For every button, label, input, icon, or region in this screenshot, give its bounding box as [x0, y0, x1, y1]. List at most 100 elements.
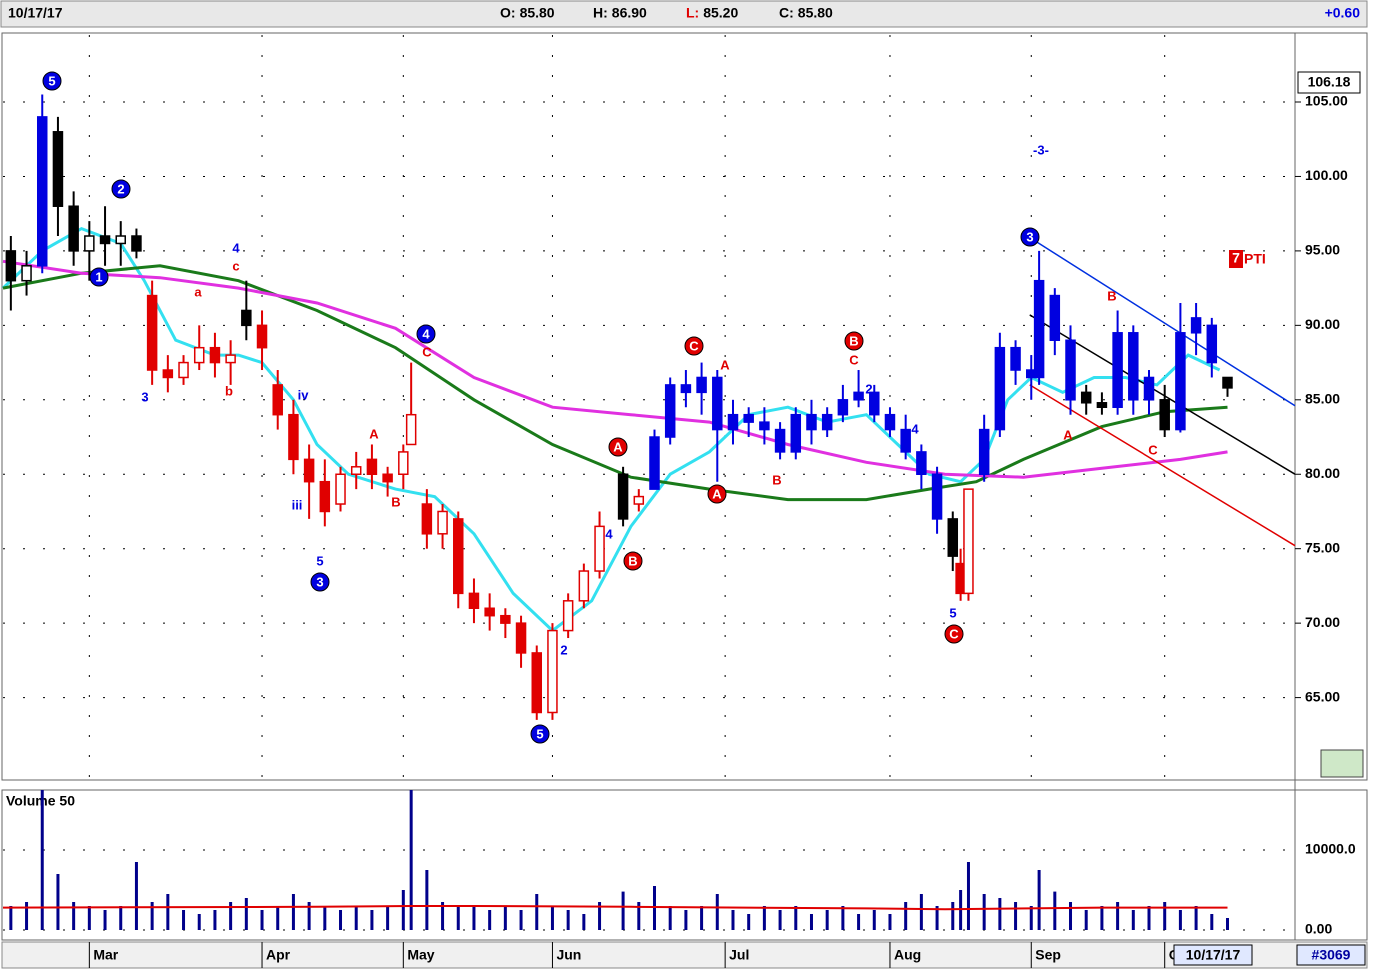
- wave-label: C: [422, 344, 432, 359]
- price-marker: [1297, 71, 1361, 94]
- moving-average: [2, 264, 1228, 502]
- footer-date: 10/17/17: [1186, 947, 1241, 963]
- wave-label: 3: [141, 389, 148, 404]
- wave-label: c: [232, 258, 239, 273]
- header-label: L:: [686, 5, 699, 21]
- candle-body: [743, 413, 754, 423]
- volume-bar: [229, 902, 233, 930]
- candle-body: [99, 235, 111, 245]
- volume-bar: [519, 910, 523, 930]
- candle-body: [1033, 279, 1045, 379]
- candle-body: [1143, 376, 1155, 401]
- wave-marker: [416, 324, 436, 344]
- volume-bar: [370, 910, 374, 930]
- candle-body: [806, 413, 817, 431]
- candle-body: [131, 235, 142, 252]
- candle-body: [209, 346, 221, 364]
- candle-body: [437, 510, 448, 535]
- volume-bar: [354, 906, 358, 930]
- volume-bar: [637, 902, 641, 930]
- candle-body: [1206, 324, 1218, 364]
- volume-bar: [825, 910, 829, 930]
- wave-marker: [310, 572, 330, 592]
- candle-body: [146, 294, 158, 371]
- volume-bar: [1178, 910, 1182, 930]
- volume-bar: [488, 910, 492, 930]
- wave-marker: [42, 71, 62, 91]
- volume-bar: [919, 894, 923, 930]
- candle-body: [853, 391, 864, 401]
- volume-bar: [809, 914, 813, 930]
- wave-label: A: [369, 426, 379, 441]
- volume-bar: [40, 790, 44, 930]
- candle-body: [178, 361, 189, 379]
- pti-badge: [1229, 250, 1243, 268]
- x-tick-label: Sep: [1035, 947, 1061, 963]
- wave-label: B: [849, 333, 858, 348]
- wave-label: 4: [911, 421, 919, 436]
- x-tick-label: Jul: [729, 947, 749, 963]
- volume-bar: [794, 906, 798, 930]
- volume-bar: [244, 898, 248, 930]
- volume-bar: [747, 914, 751, 930]
- volume-bar: [904, 902, 908, 930]
- wave-label: C: [849, 352, 859, 367]
- volume-bar: [260, 910, 264, 930]
- candle-body: [759, 421, 770, 431]
- x-tick-label: Apr: [266, 947, 291, 963]
- candle-body: [712, 376, 723, 431]
- trend-line: [1029, 236, 1296, 407]
- volume-bar: [72, 902, 76, 930]
- candle-body: [884, 413, 896, 431]
- candle-body: [1080, 391, 1092, 404]
- volume-average: [2, 905, 1228, 911]
- candle-body: [241, 309, 252, 327]
- volume-bar: [550, 906, 554, 930]
- header-value: 86.90: [612, 5, 647, 21]
- candle-body: [193, 346, 205, 364]
- pti-score: 7: [1232, 250, 1240, 266]
- candle-body: [869, 391, 880, 416]
- candle-body: [36, 116, 48, 267]
- wave-label: A: [720, 357, 730, 372]
- volume-bar: [621, 891, 625, 930]
- volume-bar: [951, 902, 955, 930]
- volume-tick-label: 0.00: [1305, 921, 1332, 937]
- volume-bar: [762, 906, 766, 930]
- candle-body: [649, 436, 660, 490]
- candle-body: [225, 354, 236, 364]
- volume-bar: [582, 914, 586, 930]
- wave-marker: [944, 624, 964, 644]
- volume-bar: [535, 894, 539, 930]
- footer-date-box: [1173, 944, 1253, 966]
- y-tick-label: 100.00: [1305, 167, 1348, 183]
- wave-label: 2: [117, 181, 124, 196]
- candle-body: [84, 235, 95, 252]
- header-value: 85.80: [798, 5, 833, 21]
- volume-bar: [1147, 906, 1151, 930]
- candle-body: [1065, 339, 1076, 401]
- volume-bar: [409, 790, 413, 930]
- volume-bar: [307, 902, 311, 930]
- candle-body: [947, 518, 959, 557]
- candle-body: [350, 466, 362, 475]
- candle-body: [366, 458, 378, 475]
- volume-bar: [1084, 910, 1088, 930]
- toolbar-icon[interactable]: [1320, 749, 1364, 778]
- volume-bar: [1029, 906, 1033, 930]
- pti-label: PTI: [1244, 251, 1266, 267]
- candle-body: [837, 399, 849, 416]
- volume-bar: [1225, 918, 1229, 930]
- candle-body: [500, 614, 511, 624]
- volume-bar: [9, 906, 13, 930]
- candle-body: [931, 473, 943, 520]
- header-bar: [0, 0, 1368, 28]
- wave-label: iv: [298, 387, 310, 402]
- volume-bar: [276, 906, 280, 930]
- volume-bar: [966, 862, 970, 930]
- trend-line: [1029, 384, 1296, 547]
- wave-label: 4: [605, 526, 613, 541]
